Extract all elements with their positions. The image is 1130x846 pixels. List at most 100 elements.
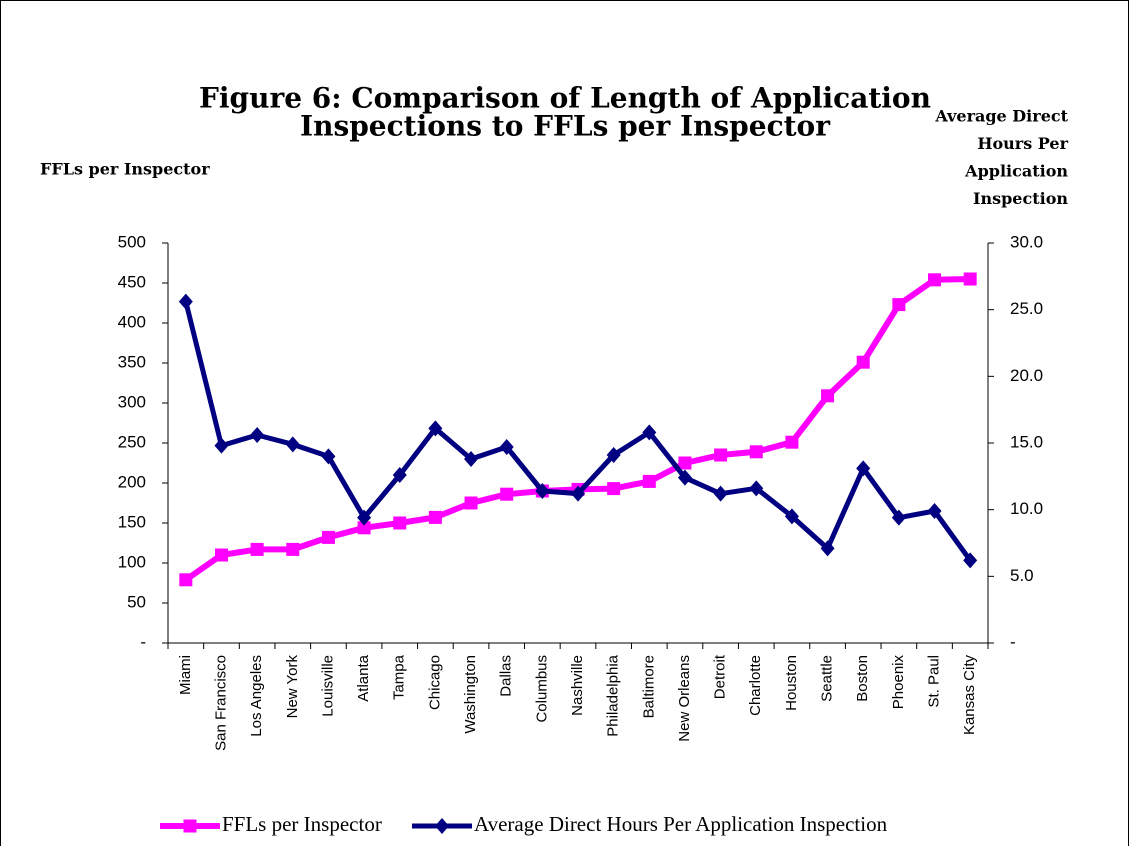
x-tick-label: Los Angeles (248, 655, 265, 737)
x-tick-label: St. Paul (925, 655, 942, 708)
x-tick-label: Tampa (391, 654, 408, 700)
x-tick-label: Boston (854, 655, 871, 702)
marker (357, 521, 371, 535)
marker (749, 480, 764, 497)
x-tick-label: Louisville (319, 655, 336, 717)
chart-title: Figure 6: Comparison of Length of Applic… (199, 82, 931, 115)
marker (285, 436, 300, 453)
y-tick-label: 400 (118, 312, 146, 331)
marker (183, 819, 197, 833)
marker (321, 448, 336, 465)
marker (535, 483, 550, 499)
marker (713, 485, 728, 502)
marker (677, 469, 692, 486)
x-tick-label: Baltimore (640, 655, 657, 718)
x-tick-label: San Francisco (212, 655, 229, 751)
marker (856, 460, 871, 477)
x-tick-label: Atlanta (355, 654, 372, 701)
marker (179, 573, 193, 587)
chart-title: Inspections to FFLs per Inspector (300, 110, 831, 143)
y2-axis-title: Hours Per (977, 134, 1068, 153)
y2-tick-label: 15.0 (1010, 432, 1043, 451)
y2-axis-title: Average Direct (934, 107, 1068, 126)
x-tick-label: Charlotte (747, 655, 764, 716)
y2-tick-label: 30.0 (1010, 232, 1043, 251)
y-tick-label: 200 (118, 472, 146, 491)
y-tick-label: 100 (118, 552, 146, 571)
x-tick-label: Houston (783, 655, 800, 711)
marker (500, 487, 514, 501)
marker (464, 496, 478, 510)
x-tick-label: New Orleans (676, 655, 693, 742)
marker (821, 389, 835, 403)
legend-label: FFLs per Inspector (222, 812, 382, 836)
y-tick-label: 450 (118, 272, 146, 291)
y2-tick-label: - (1010, 632, 1016, 651)
marker (214, 437, 229, 454)
marker (892, 298, 906, 312)
marker (214, 548, 228, 562)
marker (393, 516, 407, 530)
marker (856, 355, 870, 369)
marker (642, 424, 657, 441)
marker (571, 485, 585, 502)
marker (464, 451, 479, 467)
y-tick-label: - (140, 632, 146, 651)
marker (927, 503, 942, 519)
x-tick-label: Columbus (533, 655, 550, 723)
x-tick-label: Washington (462, 655, 479, 734)
y-tick-label: 50 (127, 592, 146, 611)
y2-tick-label: 25.0 (1010, 299, 1043, 318)
y-axis-title: FFLs per Inspector (40, 160, 210, 179)
y2-axis-title: Inspection (973, 189, 1068, 208)
marker (178, 293, 193, 310)
marker (642, 474, 656, 488)
marker (435, 818, 449, 834)
x-tick-label: New York (284, 655, 301, 719)
y-tick-label: 300 (118, 392, 146, 411)
x-tick-label: Detroit (712, 654, 729, 699)
x-tick-label: Dallas (498, 655, 515, 697)
marker (321, 530, 335, 544)
y2-tick-label: 5.0 (1010, 566, 1034, 585)
marker (428, 510, 442, 524)
marker (286, 542, 300, 556)
marker (499, 439, 514, 455)
marker (428, 420, 443, 437)
legend-label: Average Direct Hours Per Application Ins… (474, 812, 888, 836)
marker (678, 456, 692, 470)
marker (749, 445, 763, 459)
marker (963, 272, 977, 286)
y2-tick-label: 10.0 (1010, 499, 1043, 518)
y-tick-label: 250 (118, 432, 146, 451)
y-tick-label: 350 (118, 352, 146, 371)
marker (891, 509, 906, 526)
marker (250, 542, 264, 556)
marker (714, 448, 728, 462)
x-tick-label: Miami (177, 655, 194, 695)
marker (357, 509, 372, 526)
marker (963, 552, 978, 569)
marker (784, 508, 799, 525)
marker (392, 467, 407, 483)
y-tick-label: 500 (118, 232, 146, 251)
x-tick-label: Chicago (426, 655, 443, 710)
x-tick-label: Kansas City (961, 655, 978, 736)
marker (928, 273, 942, 287)
x-tick-label: Seattle (819, 655, 836, 702)
x-tick-label: Nashville (569, 655, 586, 716)
marker (607, 482, 621, 496)
y2-tick-label: 20.0 (1010, 366, 1043, 385)
y-tick-label: 150 (118, 512, 146, 531)
x-tick-label: Philadelphia (605, 654, 622, 736)
marker (606, 447, 621, 463)
marker (820, 540, 835, 557)
marker (785, 435, 799, 449)
y2-axis-title: Application (964, 162, 1068, 181)
x-tick-label: Phoenix (890, 655, 907, 710)
series-line (183, 301, 973, 562)
marker (250, 427, 265, 443)
series-line (184, 276, 971, 583)
